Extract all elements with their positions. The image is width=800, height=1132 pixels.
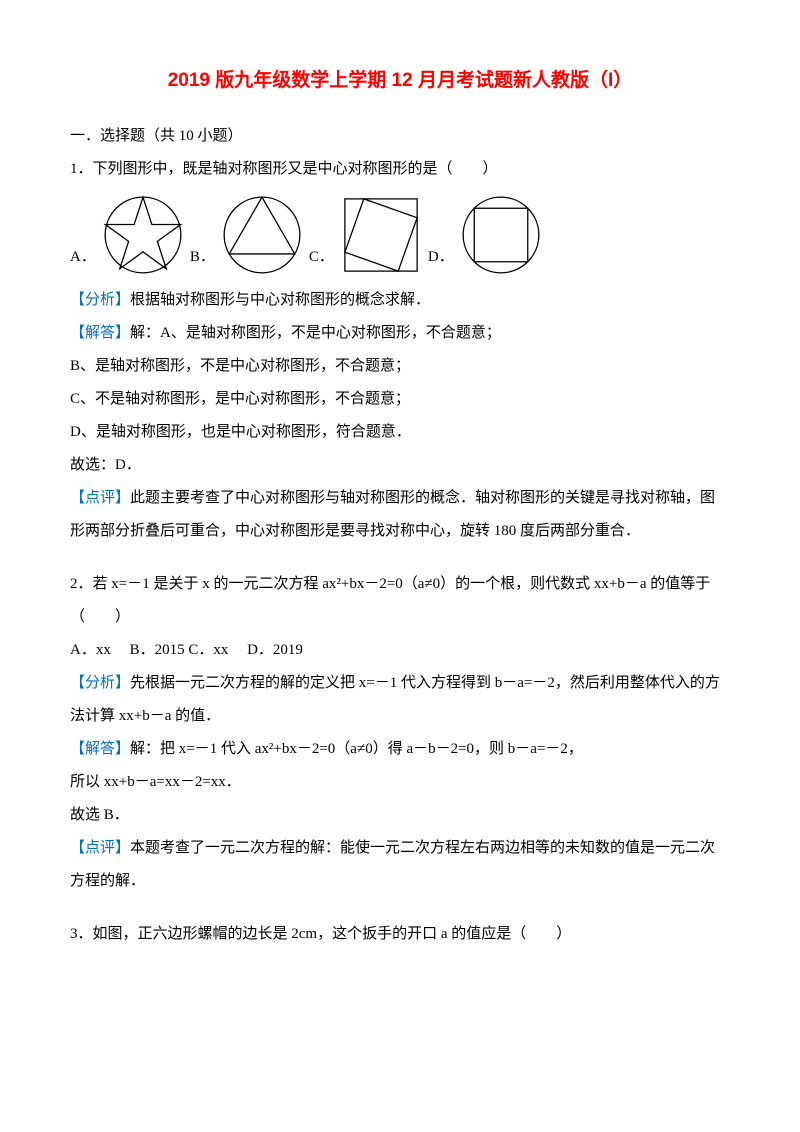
q3-stem: 3．如图，正六边形螺帽的边长是 2cm，这个扳手的开口 a 的值应是（ ） [70, 918, 730, 951]
fig-star-in-circle [100, 192, 186, 278]
comment-tag: 【点评】 [70, 840, 130, 856]
q1-comment-text: 此题主要考查了中心对称图形与轴对称图形的概念．轴对称图形的关键是寻找对称轴，图形… [70, 490, 715, 539]
q2-answer-1: 【解答】解：把 x=－1 代入 ax²+bx－2=0（a≠0）得 a－b－2=0… [70, 733, 730, 766]
q2-answer-2: 所以 xx+b－a=xx－2=xx． [70, 766, 730, 799]
q1-answer-d: D、是轴对称图形，也是中心对称图形，符合题意． [70, 416, 730, 449]
page-title: 2019 版九年级数学上学期 12 月月考试题新人教版（I） [70, 60, 730, 102]
q1-stem: 1．下列图形中，既是轴对称图形又是中心对称图形的是（ ） [70, 153, 730, 186]
comment-tag: 【点评】 [70, 490, 130, 506]
q2-answer-lead: 解：把 x=－1 代入 ax²+bx－2=0（a≠0）得 a－b－2=0，则 b… [130, 741, 583, 757]
q1-analysis-text: 根据轴对称图形与中心对称图形的概念求解． [130, 292, 430, 308]
q2-options: A．xx B．2015 C．xx D．2019 [70, 634, 730, 667]
section-heading: 一．选择题（共 10 小题） [70, 120, 730, 153]
q1-answer-c: C、不是轴对称图形，是中心对称图形，不合题意； [70, 383, 730, 416]
q1-analysis: 【分析】根据轴对称图形与中心对称图形的概念求解． [70, 284, 730, 317]
q1-label-d: D． [428, 241, 454, 278]
q2-comment-text: 本题考查了一元二次方程的解：能使一元二次方程左右两边相等的未知数的值是一元二次方… [70, 840, 715, 889]
q2-choose: 故选 B． [70, 799, 730, 832]
answer-tag: 【解答】 [70, 741, 130, 757]
analysis-tag: 【分析】 [70, 292, 130, 308]
answer-tag: 【解答】 [70, 325, 130, 341]
q2-analysis: 【分析】先根据一元二次方程的解的定义把 x=－1 代入方程得到 b－a=－2，然… [70, 667, 730, 733]
fig-square-in-circle [458, 192, 544, 278]
spacer [70, 548, 730, 568]
q1-label-a: A． [70, 241, 96, 278]
q1-answer-lead: 解：A、是轴对称图形，不是中心对称图形，不合题意； [130, 325, 501, 341]
q1-answer-a: 【解答】解：A、是轴对称图形，不是中心对称图形，不合题意； [70, 317, 730, 350]
analysis-tag: 【分析】 [70, 675, 130, 691]
q1-label-c: C． [309, 241, 334, 278]
q2-stem: 2．若 x=－1 是关于 x 的一元二次方程 ax²+bx－2=0（a≠0）的一… [70, 568, 730, 634]
q1-answer-b: B、是轴对称图形，不是中心对称图形，不合题意； [70, 350, 730, 383]
spacer [70, 898, 730, 918]
q1-figures: A． B． C． D． [70, 192, 730, 278]
q2-comment: 【点评】本题考查了一元二次方程的解：能使一元二次方程左右两边相等的未知数的值是一… [70, 832, 730, 898]
fig-triangle-in-circle [219, 192, 305, 278]
q2-analysis-text: 先根据一元二次方程的解的定义把 x=－1 代入方程得到 b－a=－2，然后利用整… [70, 675, 720, 724]
q1-choose: 故选：D． [70, 449, 730, 482]
q1-label-b: B． [190, 241, 215, 278]
fig-rotated-square-in-square [338, 192, 424, 278]
q1-comment: 【点评】此题主要考查了中心对称图形与轴对称图形的概念．轴对称图形的关键是寻找对称… [70, 482, 730, 548]
